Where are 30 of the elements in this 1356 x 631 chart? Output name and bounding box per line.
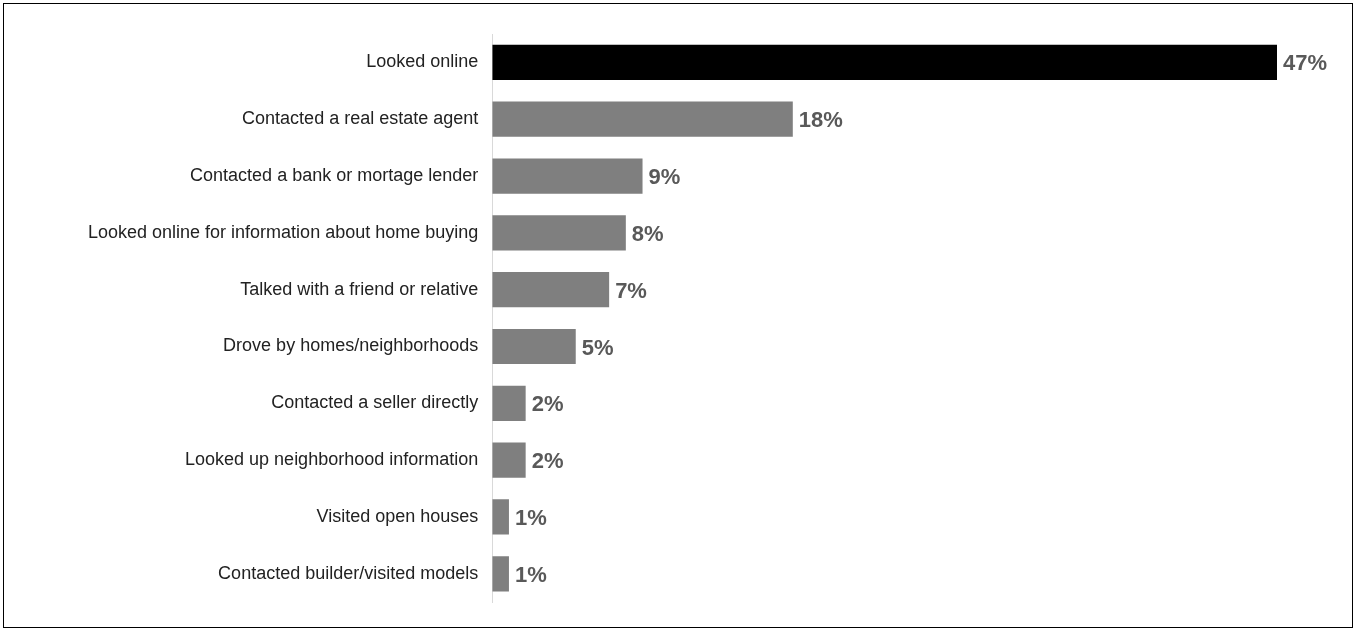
bar xyxy=(492,158,643,194)
data-label: 9% xyxy=(648,164,681,190)
bar xyxy=(492,272,610,308)
bar xyxy=(492,215,626,251)
data-label: 8% xyxy=(631,220,664,246)
y-tick-label: Contacted a bank or mortage lender xyxy=(190,165,479,186)
bar xyxy=(492,442,526,478)
bar xyxy=(492,556,509,592)
data-label: 18% xyxy=(798,107,843,133)
y-tick-label: Drove by homes/neighborhoods xyxy=(223,335,479,356)
y-tick-label: Looked up neighborhood information xyxy=(185,449,479,470)
bar xyxy=(492,328,576,365)
data-label: 2% xyxy=(531,448,564,474)
bar xyxy=(492,385,526,421)
data-label: 7% xyxy=(615,277,647,303)
y-tick-label: Looked online xyxy=(366,51,479,72)
data-label: 2% xyxy=(531,391,564,417)
y-tick-label: Talked with a friend or relative xyxy=(240,278,479,299)
data-label: 1% xyxy=(514,505,547,531)
data-label: 1% xyxy=(514,561,547,587)
data-label: 47% xyxy=(1283,50,1328,76)
bar xyxy=(492,44,1277,81)
bar xyxy=(492,101,793,137)
y-tick-label: Contacted a real estate agent xyxy=(242,108,479,129)
data-label: 5% xyxy=(581,334,614,360)
y-tick-label: Visited open houses xyxy=(316,505,479,526)
bar xyxy=(492,499,509,535)
y-tick-label: Contacted a seller directly xyxy=(271,392,479,413)
y-tick-label: Looked online for information about home buying xyxy=(88,221,479,242)
y-tick-label: Contacted builder/visited models xyxy=(218,562,479,583)
